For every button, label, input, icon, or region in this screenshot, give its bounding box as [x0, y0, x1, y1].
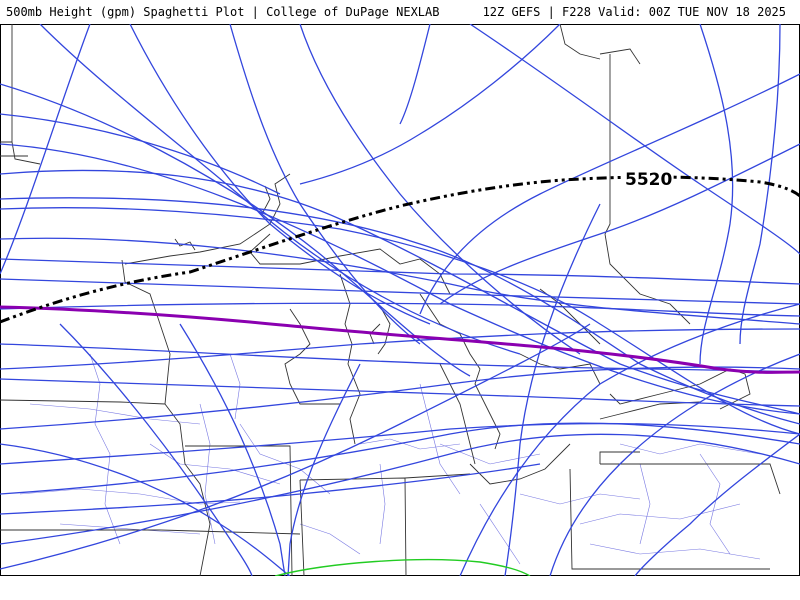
- contour-label-bg: [622, 166, 672, 188]
- secondary-contour: [274, 558, 531, 576]
- coastlines: [11, 24, 751, 485]
- footer-bar: [0, 576, 800, 600]
- road-network: [19, 353, 761, 565]
- control-contour-5520: [0, 175, 800, 324]
- ensemble-member-contours: [0, 24, 800, 576]
- header-bar: 500mb Height (gpm) Spaghetti Plot | Coll…: [0, 0, 800, 24]
- spaghetti-map: 5520: [0, 24, 800, 576]
- contour-label: 5520: [625, 170, 672, 190]
- mean-contour: [0, 305, 800, 374]
- map-title: 500mb Height (gpm) Spaghetti Plot | Coll…: [6, 5, 440, 19]
- model-run-info: 12Z GEFS | F228 Valid: 00Z TUE NOV 18 20…: [482, 5, 786, 19]
